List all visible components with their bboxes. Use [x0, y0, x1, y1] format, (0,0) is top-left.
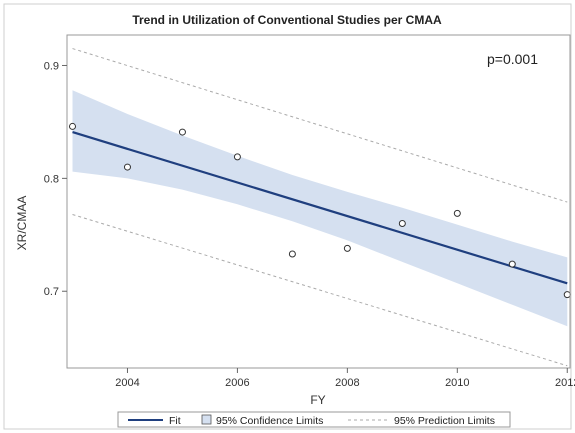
- legend-confidence-label: 95% Confidence Limits: [216, 415, 323, 427]
- legend: Fit 95% Confidence Limits 95% Prediction…: [117, 411, 511, 428]
- prediction-limit-upper: [72, 48, 568, 203]
- data-point: [508, 260, 516, 268]
- plot-frame: [66, 34, 571, 369]
- legend-confidence-swatch: [201, 414, 212, 425]
- legend-box: [117, 411, 511, 428]
- data-point: [398, 220, 406, 228]
- data-point: [178, 128, 186, 136]
- data-point: [233, 153, 241, 161]
- legend-fit-label: Fit: [169, 415, 181, 427]
- data-point: [563, 291, 571, 299]
- data-point: [288, 250, 296, 258]
- data-point: [68, 122, 76, 130]
- x-tick-label: 2006: [225, 377, 249, 389]
- x-tick-label: 2010: [445, 377, 469, 389]
- data-point: [453, 209, 461, 217]
- x-tick-label: 2012: [555, 377, 575, 389]
- x-axis-label: FY: [310, 393, 325, 407]
- y-tick-label: 0.9: [44, 60, 59, 72]
- prediction-limit-lower: [72, 214, 568, 367]
- y-axis-label: XR/CMAA: [15, 196, 29, 251]
- data-point: [343, 244, 351, 252]
- fit-line: [72, 131, 568, 285]
- data-point: [123, 163, 131, 171]
- y-tick-label: 0.7: [44, 286, 59, 298]
- p-value-annotation: p=0.001: [487, 51, 538, 67]
- x-tick-label: 2008: [335, 377, 359, 389]
- legend-prediction-label: 95% Prediction Limits: [394, 415, 495, 427]
- chart-title: Trend in Utilization of Conventional Stu…: [132, 13, 442, 27]
- x-tick-label: 2004: [115, 377, 139, 389]
- plot-area: 2004 2006 2008 2010 2012 0.7 0.8 0.9: [44, 34, 575, 389]
- y-tick-label: 0.8: [44, 173, 59, 185]
